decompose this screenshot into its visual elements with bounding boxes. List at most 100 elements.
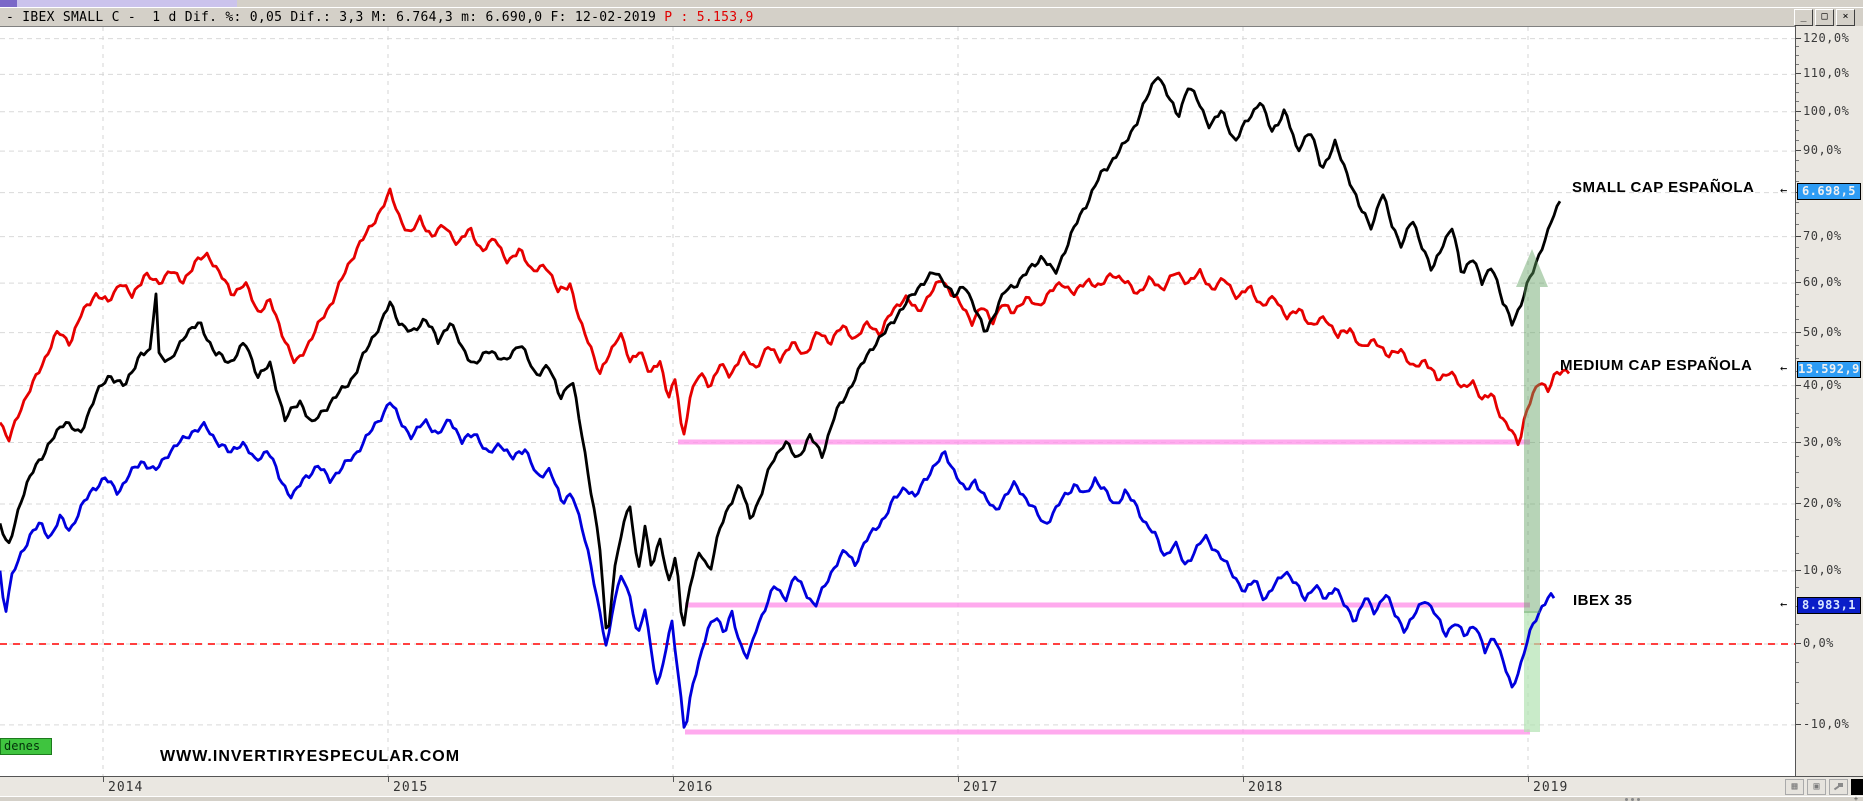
bottom-scroll-strip: + [0, 796, 1863, 801]
x-axis-label: 2019 [1533, 780, 1569, 795]
y-axis-minor-tick [1796, 535, 1799, 537]
chart-plot-area[interactable]: WWW.INVERTIRYESPECULAR.COM SMALL CAP ESP… [0, 26, 1795, 777]
price-arrow-small-cap: ← [1780, 183, 1788, 197]
y-axis-minor-tick [1796, 702, 1799, 704]
close-button[interactable]: × [1836, 9, 1855, 26]
y-axis-minor-tick [1796, 82, 1799, 84]
y-axis-minor-tick [1796, 130, 1799, 132]
y-axis-tick [1796, 723, 1801, 725]
y-axis-minor-tick [1796, 456, 1799, 458]
pin-icon-head [1838, 783, 1843, 787]
y-axis-minor-tick [1796, 471, 1799, 473]
y-axis-minor-tick [1796, 101, 1799, 103]
color-swatch[interactable] [1851, 779, 1863, 795]
y-axis-label: 90,0% [1803, 143, 1842, 158]
y-axis-minor-tick [1796, 552, 1799, 554]
y-axis-minor-tick [1796, 160, 1799, 162]
save-icon[interactable]: ▣ [1807, 779, 1826, 795]
y-axis-tick [1796, 73, 1801, 75]
y-axis-tick [1796, 643, 1801, 644]
window-title-main: - IBEX SMALL C - 1 d Dif. %: 0,05 Dif.: … [6, 10, 665, 25]
x-axis-label: 2018 [1248, 780, 1284, 795]
y-axis-minor-tick [1796, 624, 1799, 626]
y-axis-tick [1796, 282, 1801, 284]
y-axis-minor-tick [1796, 318, 1799, 320]
price-box-ibex35: 8.983,1 [1797, 597, 1861, 614]
x-axis-label: 2014 [108, 780, 144, 795]
x-axis-tick [388, 777, 389, 782]
y-axis-minor-tick [1796, 357, 1799, 359]
y-axis-minor-tick [1796, 224, 1799, 226]
green-up-arrow [1516, 249, 1548, 613]
minimize-button[interactable]: _ [1794, 9, 1813, 26]
x-axis-tick [1243, 777, 1244, 782]
chart-canvas [0, 27, 1795, 777]
y-axis-minor-tick [1796, 487, 1799, 489]
y-axis-minor-tick [1796, 306, 1799, 308]
y-axis-minor-tick [1796, 64, 1799, 66]
series-label-small-cap: SMALL CAP ESPAÑOLA [1572, 179, 1755, 196]
y-axis-tick [1796, 331, 1801, 333]
x-axis-label: 2015 [393, 780, 429, 795]
y-axis-label: 70,0% [1803, 228, 1842, 243]
y-axis-minor-tick [1796, 344, 1799, 346]
y-axis-label: 30,0% [1803, 434, 1842, 449]
window-title-price: P : 5.153,9 [664, 10, 754, 25]
y-axis-minor-tick [1796, 140, 1799, 142]
y-axis-minor-tick [1796, 120, 1799, 122]
y-axis-minor-tick [1796, 202, 1799, 204]
y-axis-label: 60,0% [1803, 275, 1842, 290]
y-axis-minor-tick [1796, 294, 1799, 296]
y-axis-minor-tick [1796, 519, 1799, 521]
orders-tab[interactable]: denes [0, 738, 52, 755]
price-box-medium-cap: 13.592,9 [1797, 361, 1861, 378]
window-titlebar[interactable]: - IBEX SMALL C - 1 d Dif. %: 0,05 Dif.: … [0, 7, 1863, 28]
scroll-grip[interactable] [1625, 798, 1647, 801]
y-axis-tick [1796, 235, 1801, 237]
y-axis-panel[interactable]: 120,0%110,0%100,0%90,0%80,0%70,0%60,0%50… [1795, 26, 1863, 776]
y-axis-label: 20,0% [1803, 496, 1842, 510]
y-axis-label: 10,0% [1803, 562, 1842, 577]
y-axis-minor-tick [1796, 412, 1799, 414]
series-label-medium-cap: MEDIUM CAP ESPAÑOLA [1560, 357, 1753, 374]
footer-icon-bar: ▦ ▣ [1785, 779, 1863, 795]
y-axis-minor-tick [1796, 55, 1799, 57]
x-axis-tick [673, 777, 674, 782]
y-axis-tick [1796, 110, 1801, 112]
y-axis-minor-tick [1796, 662, 1799, 664]
x-axis-label: 2017 [963, 780, 999, 795]
price-arrow-ibex35: ← [1780, 597, 1788, 611]
y-axis-minor-tick [1796, 258, 1799, 260]
y-axis-minor-tick [1796, 181, 1799, 183]
y-axis-label: 0,0% [1803, 636, 1834, 650]
series-line-ibex-35 [0, 401, 1556, 729]
price-arrow-medium-cap: ← [1780, 361, 1788, 375]
maximize-button[interactable]: □ [1815, 9, 1834, 26]
y-axis-minor-tick [1796, 587, 1799, 589]
y-axis-minor-tick [1796, 426, 1799, 428]
price-box-small-cap: 6.698,5 [1797, 183, 1861, 200]
series-line-medium-cap-espa-ola [0, 187, 1571, 447]
x-axis-tick [103, 777, 104, 782]
y-axis-tick [1796, 503, 1801, 504]
toolbar-remnant-lavender [0, 0, 237, 7]
green-highlight-bar [1524, 611, 1540, 732]
y-axis-tick [1796, 441, 1801, 443]
window-controls: _ □ × [1794, 9, 1855, 26]
watermark: WWW.INVERTIRYESPECULAR.COM [160, 748, 461, 765]
pin-icon[interactable] [1829, 779, 1848, 795]
y-axis-label: 50,0% [1803, 324, 1842, 339]
y-axis-minor-tick [1796, 398, 1799, 400]
series-label-ibex35: IBEX 35 [1573, 592, 1633, 609]
y-axis-minor-tick [1796, 246, 1799, 248]
y-axis-minor-tick [1796, 213, 1799, 215]
pin-icon-stem [1833, 785, 1840, 791]
export-chart-icon[interactable]: ▦ [1785, 779, 1804, 795]
y-axis-label: 40,0% [1803, 377, 1842, 392]
y-axis-minor-tick [1796, 682, 1799, 684]
y-axis-label: 110,0% [1803, 66, 1850, 81]
scroll-plus-button[interactable]: + [1853, 795, 1859, 801]
series-line-small-cap-espa-ola [0, 76, 1562, 630]
y-axis-minor-tick [1796, 270, 1799, 272]
